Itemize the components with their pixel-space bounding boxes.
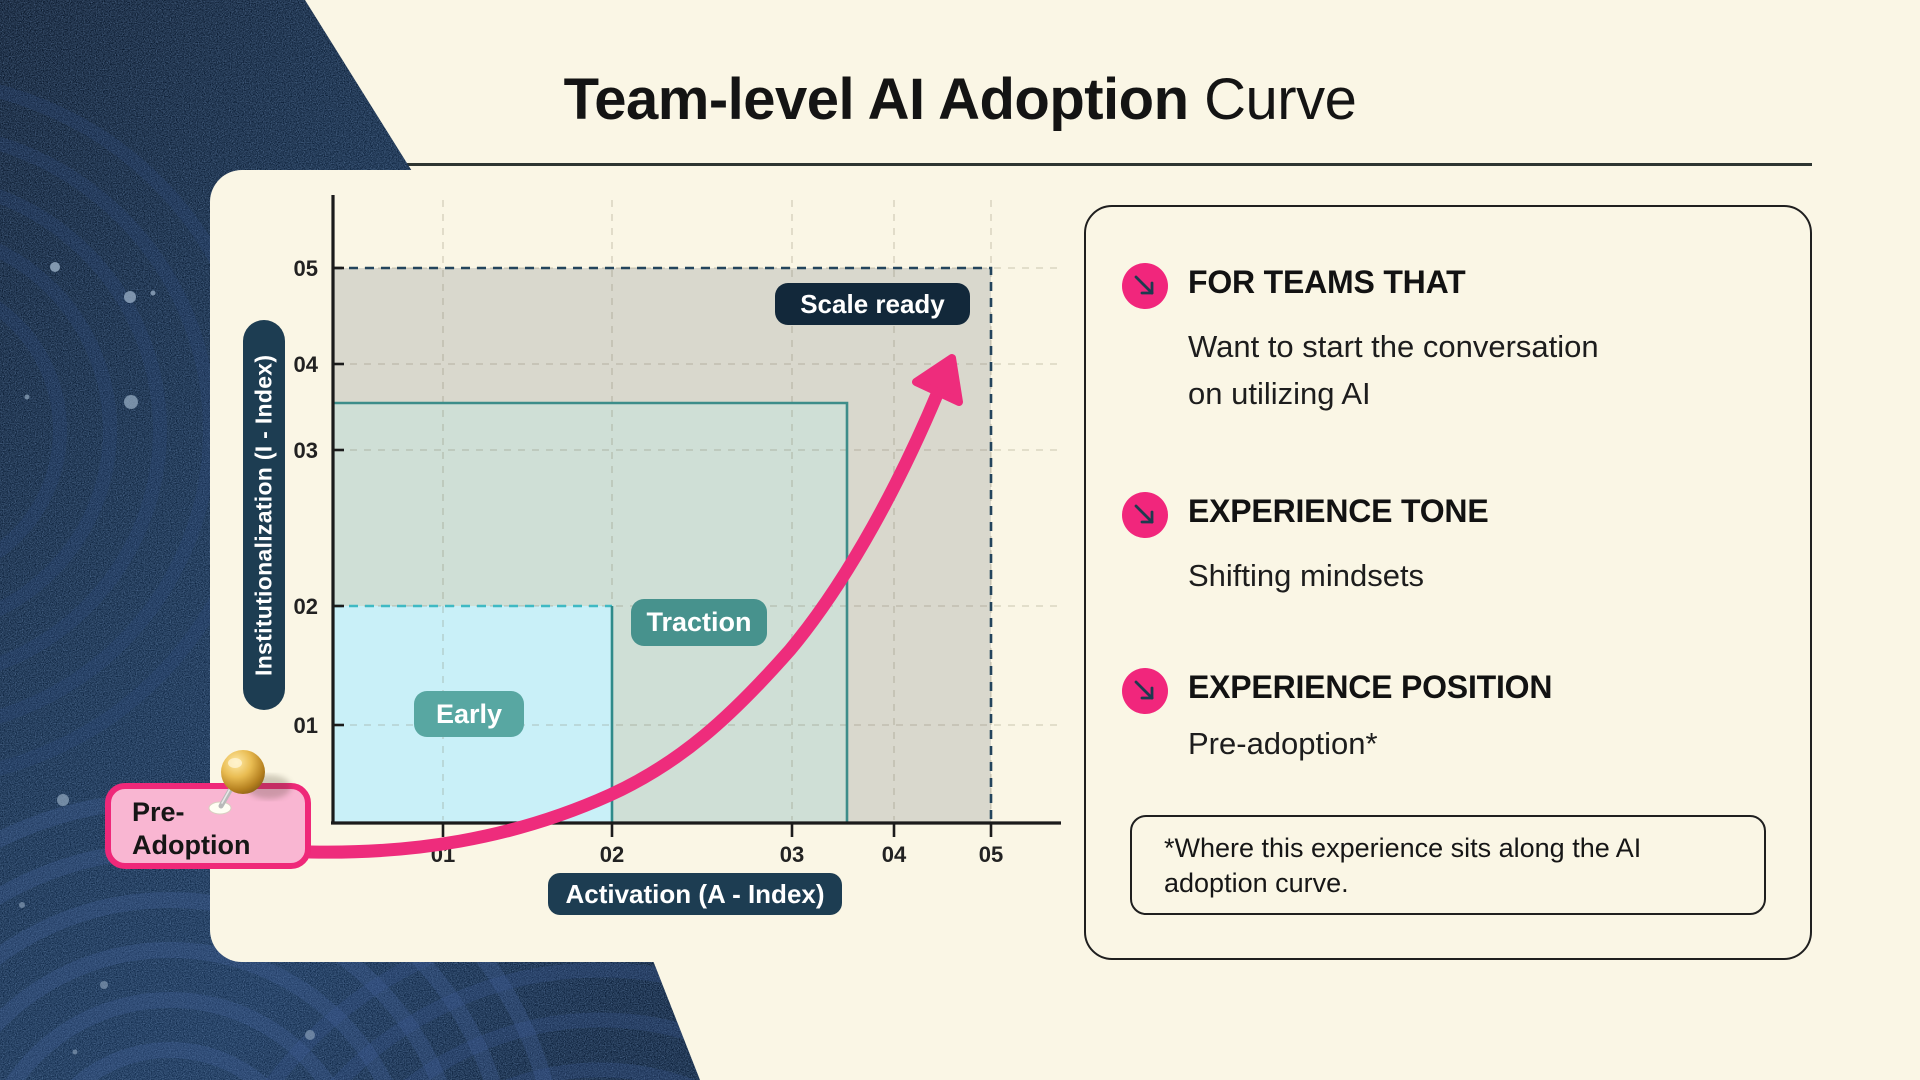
y-tick: 05: [294, 256, 318, 281]
page-title: Team-level AI Adoption Curve: [420, 66, 1500, 133]
x-axis-label: Activation (A - Index): [548, 873, 842, 915]
zone-label-early: Early: [414, 691, 524, 737]
details-panel: FOR TEAMS THAT Want to start the convers…: [1084, 205, 1812, 960]
zone-scale-ready-border: [333, 266, 993, 823]
adoption-curve-arrowhead: [912, 354, 963, 406]
adoption-curve-line: [303, 385, 945, 859]
diagonal-arrow-icon: [1122, 668, 1168, 714]
diagonal-arrow-icon: [1122, 263, 1168, 309]
y-axis-label: Institutionalization (I - Index): [243, 320, 285, 710]
adoption-curve-chart: 01 02 03 04 05 01 02 03 04 05 Institutio…: [210, 170, 1065, 962]
x-tick: 03: [780, 842, 804, 867]
section-body-for-teams-that: Want to start the conversation on utiliz…: [1188, 329, 1599, 411]
page-title-bold: Team-level AI Adoption: [563, 67, 1189, 132]
y-tick: 01: [294, 713, 318, 738]
section-heading-experience-tone: EXPERIENCE TONE: [1188, 493, 1489, 529]
section-body-experience-tone: Shifting mindsets: [1188, 558, 1425, 593]
tick-marks: [333, 266, 993, 837]
diagonal-arrow-icon: [1122, 492, 1168, 538]
footnote-box: *Where this experience sits along the AI…: [1130, 815, 1766, 915]
y-tick: 04: [294, 352, 319, 377]
x-tick: 05: [979, 842, 1003, 867]
y-tick: 03: [294, 438, 318, 463]
section-body-experience-position: Pre-adoption*: [1188, 726, 1378, 761]
zone-label-scale-ready: Scale ready: [775, 283, 970, 325]
zone-label-traction: Traction: [631, 599, 767, 646]
page-title-light: Curve: [1188, 67, 1357, 132]
x-tick: 02: [600, 842, 624, 867]
title-divider: [340, 163, 1812, 166]
section-heading-experience-position: EXPERIENCE POSITION: [1188, 669, 1553, 705]
callout-line1: Pre-: [132, 797, 185, 827]
x-tick: 04: [882, 842, 907, 867]
callout-line2: Adoption: [132, 830, 251, 860]
y-tick: 02: [294, 594, 318, 619]
push-pin-icon: [208, 750, 291, 815]
axes: [331, 195, 1061, 825]
section-heading-for-teams-that: FOR TEAMS THAT: [1188, 264, 1466, 300]
zone-traction-border: [333, 401, 849, 823]
